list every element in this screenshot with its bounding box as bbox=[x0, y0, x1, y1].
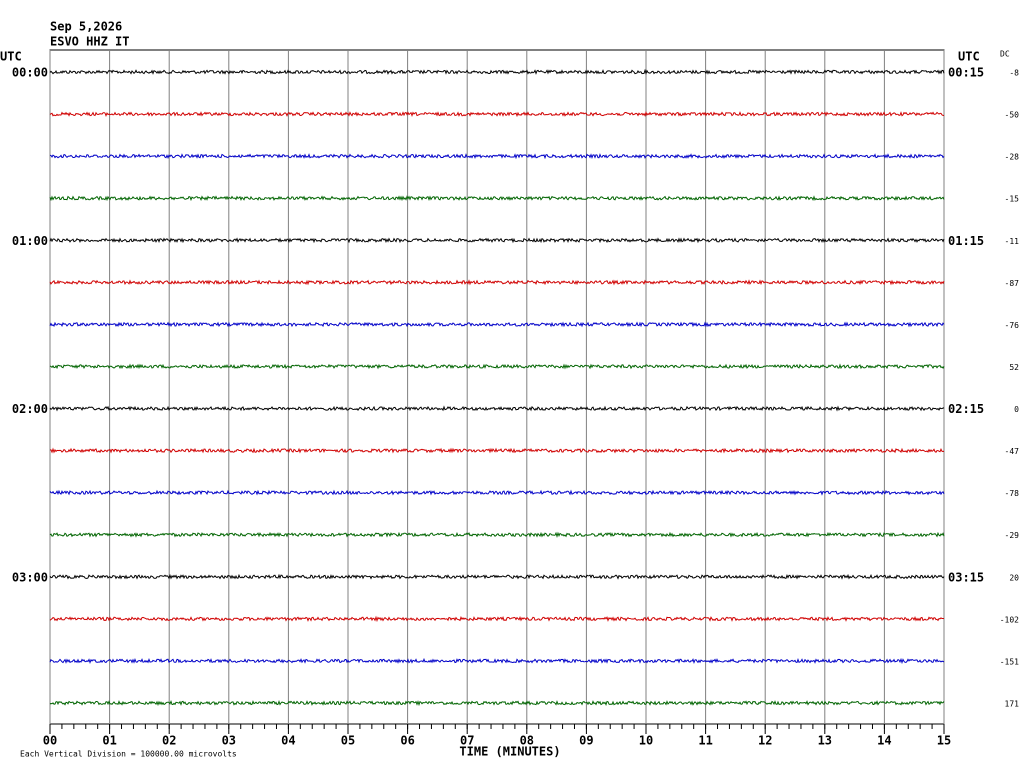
dc-value: 171 bbox=[1005, 700, 1020, 709]
trace bbox=[49, 237, 945, 244]
trace bbox=[49, 615, 945, 623]
dc-value: -47 bbox=[1005, 447, 1020, 456]
x-tick-label: 09 bbox=[579, 734, 593, 748]
trace bbox=[49, 153, 945, 160]
plot-frame bbox=[49, 49, 945, 725]
x-tick-label: 06 bbox=[400, 734, 414, 748]
x-tick-label: 14 bbox=[877, 734, 891, 748]
dc-value: -50 bbox=[1005, 111, 1020, 120]
end-label: 02:15 bbox=[948, 402, 984, 416]
dc-value: -29 bbox=[1005, 531, 1020, 540]
title: Sep 5,2026 bbox=[50, 20, 122, 34]
x-tick-label: 05 bbox=[341, 734, 355, 748]
dc-value: -78 bbox=[1005, 489, 1020, 498]
trace bbox=[49, 195, 945, 202]
end-label: 00:15 bbox=[948, 66, 984, 80]
left-axis-label: UTC bbox=[0, 50, 22, 64]
dc-value: 20 bbox=[1009, 573, 1019, 582]
dc-value: -11 bbox=[1005, 237, 1020, 246]
end-label: 03:15 bbox=[948, 570, 984, 584]
trace bbox=[49, 573, 945, 580]
x-tick-label: 03 bbox=[222, 734, 236, 748]
x-tick-label: 12 bbox=[758, 734, 772, 748]
dc-value: 0 bbox=[1014, 405, 1019, 414]
dc-value: -8 bbox=[1009, 69, 1019, 78]
trace bbox=[49, 405, 945, 412]
trace bbox=[49, 363, 945, 370]
trace bbox=[49, 279, 945, 286]
station: ESVO HHZ IT bbox=[50, 35, 129, 49]
hour-label: 02:00 bbox=[12, 402, 48, 416]
footnote: Each Vertical Division = 100000.00 micro… bbox=[20, 750, 237, 759]
dc-value: -15 bbox=[1005, 195, 1020, 204]
x-tick-label: 11 bbox=[698, 734, 712, 748]
trace bbox=[49, 321, 945, 328]
x-tick-label: 08 bbox=[520, 734, 534, 748]
dc-value: -102 bbox=[1000, 615, 1019, 624]
trace bbox=[49, 68, 945, 76]
x-tick-label: 15 bbox=[937, 734, 951, 748]
end-label: 01:15 bbox=[948, 234, 984, 248]
dc-label: DC bbox=[1000, 50, 1010, 59]
hour-label: 03:00 bbox=[12, 570, 48, 584]
x-tick-label: 02 bbox=[162, 734, 176, 748]
x-axis-label: TIME (MINUTES) bbox=[459, 745, 560, 759]
x-tick-label: 01 bbox=[102, 734, 116, 748]
x-tick-label: 07 bbox=[460, 734, 474, 748]
dc-value: -28 bbox=[1005, 153, 1020, 162]
trace bbox=[49, 657, 945, 665]
hour-label: 00:00 bbox=[12, 66, 48, 80]
trace bbox=[49, 699, 945, 707]
trace bbox=[49, 489, 945, 496]
x-tick-label: 04 bbox=[281, 734, 295, 748]
x-tick-label: 10 bbox=[639, 734, 653, 748]
dc-value: -151 bbox=[1000, 657, 1019, 666]
trace bbox=[50, 447, 945, 454]
trace bbox=[49, 111, 945, 118]
x-tick-label: 13 bbox=[818, 734, 832, 748]
hour-label: 01:00 bbox=[12, 234, 48, 248]
dc-value: -87 bbox=[1005, 279, 1020, 288]
dc-value: -76 bbox=[1005, 321, 1020, 330]
trace bbox=[49, 531, 945, 538]
dc-value: 52 bbox=[1009, 363, 1019, 372]
x-tick-label: 00 bbox=[43, 734, 57, 748]
right-axis-label: UTC bbox=[958, 50, 980, 64]
